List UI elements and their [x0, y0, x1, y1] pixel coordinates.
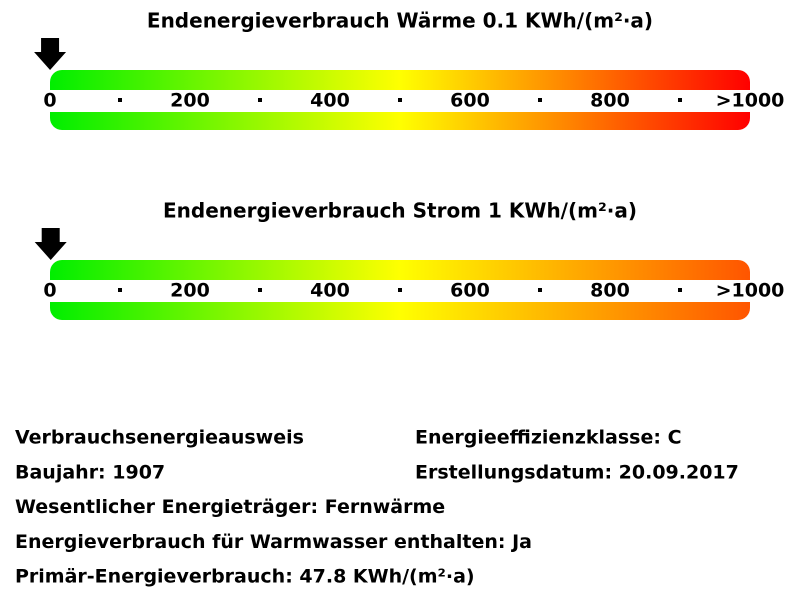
tick-label: 600 — [450, 280, 490, 302]
value-arrow — [34, 38, 67, 70]
separator-dot — [398, 288, 402, 292]
scale-title: Endenergieverbrauch Wärme 0.1 KWh/(m²·a) — [147, 9, 653, 33]
value-arrow — [34, 228, 67, 260]
separator-dot — [538, 288, 542, 292]
scale-title: Endenergieverbrauch Strom 1 KWh/(m²·a) — [163, 199, 637, 223]
info-text: Wesentlicher Energieträger: Fernwärme — [15, 496, 445, 518]
tick-label: 0 — [43, 280, 56, 302]
tick-label: 0 — [43, 90, 56, 112]
tick-label: 200 — [170, 280, 210, 302]
separator-dot — [678, 98, 682, 102]
tick-label: 400 — [310, 280, 350, 302]
tick-label: 600 — [450, 90, 490, 112]
separator-dot — [398, 98, 402, 102]
tick-label: 400 — [310, 90, 350, 112]
info-text: Energieverbrauch für Warmwasser enthalte… — [15, 531, 532, 553]
separator-dot — [258, 288, 262, 292]
info-text: Verbrauchsenergieausweis — [15, 427, 304, 449]
info-text: Energieeffizienzklasse: C — [415, 427, 682, 449]
separator-dot — [118, 98, 122, 102]
info-text: Baujahr: 1907 — [15, 461, 165, 483]
tick-label: >1000 — [716, 90, 785, 112]
info-text: Primär-Energieverbrauch: 47.8 KWh/(m²·a) — [15, 566, 475, 588]
tick-label: >1000 — [716, 280, 785, 302]
separator-dot — [538, 98, 542, 102]
tick-label: 200 — [170, 90, 210, 112]
separator-dot — [678, 288, 682, 292]
separator-dot — [118, 288, 122, 292]
info-text: Erstellungsdatum: 20.09.2017 — [415, 461, 739, 483]
tick-label: 800 — [590, 280, 630, 302]
tick-label: 800 — [590, 90, 630, 112]
separator-dot — [258, 98, 262, 102]
